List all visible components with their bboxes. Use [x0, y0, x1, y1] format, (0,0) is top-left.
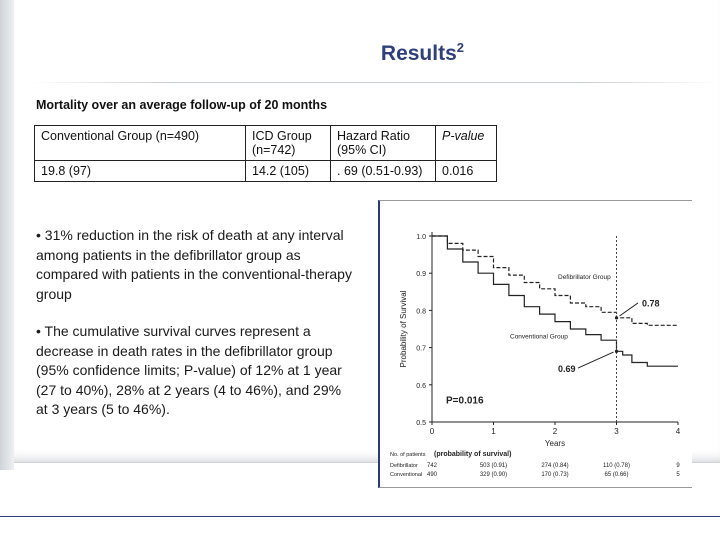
y-tick-label: 0.5	[416, 420, 426, 427]
bottom-divider	[0, 516, 720, 517]
bullet-survival-curves: • The cumulative survival curves represe…	[36, 323, 342, 417]
bullet-list: • 31% reduction in the risk of death at …	[36, 226, 356, 438]
at-risk-conv-value: 65 (0.66)	[604, 472, 628, 478]
at-risk-defib-value: 274 (0.84)	[541, 463, 568, 469]
y-tick-label: 1.0	[416, 234, 426, 241]
at-risk-defib-label: Defibrillator	[390, 463, 418, 469]
results-table: Conventional Group (n=490) ICD Group (n=…	[34, 125, 497, 182]
x-tick-label: 3	[614, 427, 619, 436]
header-conventional: Conventional Group (n=490)	[34, 125, 246, 161]
table-header-row: Conventional Group (n=490) ICD Group (n=…	[34, 125, 497, 161]
y-tick-label: 0.8	[416, 308, 426, 315]
y-tick-label: 0.6	[416, 383, 426, 390]
sidebar-shade	[0, 0, 14, 470]
y-axis-label: Probability of Survival	[399, 290, 408, 367]
x-tick-label: 4	[676, 427, 681, 436]
conv-value-label: 0.69	[558, 364, 576, 374]
conventional-curve	[432, 235, 678, 367]
x-axis-label: Years	[545, 439, 565, 448]
header-hazard-ratio: Hazard Ratio (95% CI)	[330, 125, 436, 161]
title-divider	[30, 82, 720, 83]
p-value-label: P=0.016	[446, 395, 484, 406]
header-p-value: P-value	[435, 125, 497, 161]
table-row: 19.8 (97) 14.2 (105) . 69 (0.51-0.93) 0.…	[34, 160, 497, 182]
cell-conventional: 19.8 (97)	[34, 160, 246, 182]
header-icd: ICD Group (n=742)	[245, 125, 331, 161]
figure-frame	[378, 200, 692, 488]
y-tick-label: 0.9	[416, 271, 426, 278]
at-risk-conv-label: Conventional	[390, 472, 422, 478]
slide-subtitle: Mortality over an average follow-up of 2…	[36, 98, 328, 112]
cell-icd: 14.2 (105)	[245, 160, 331, 182]
x-tick-label: 2	[553, 427, 558, 436]
at-risk-conv-value: 170 (0.73)	[541, 472, 568, 478]
y-tick-label: 0.7	[416, 346, 426, 353]
at-risk-defib-value: 503 (0.91)	[480, 463, 507, 469]
at-risk-conv-value: 5	[676, 472, 680, 478]
defib-pointer	[619, 302, 639, 317]
at-risk-defib-value: 9	[676, 463, 680, 469]
at-risk-conv-value: 490	[427, 472, 438, 478]
defibrillator-label: Defibrillator Group	[558, 274, 611, 281]
cell-p-value: 0.016	[435, 160, 497, 182]
at-risk-conv-value: 329 (0.90)	[480, 472, 507, 478]
cell-hazard-ratio: . 69 (0.51-0.93)	[330, 160, 436, 182]
conv-year3-point	[614, 349, 619, 353]
title-superscript: 2	[456, 40, 464, 55]
defibrillator-curve	[432, 235, 678, 326]
x-tick-label: 0	[430, 427, 435, 436]
bullet-reduction: • 31% reduction in the risk of death at …	[36, 227, 352, 302]
defib-year3-point	[614, 316, 619, 320]
slide-title: Results2	[380, 40, 464, 65]
at-risk-defib-value: 742	[427, 463, 438, 469]
defib-value-label: 0.78	[642, 299, 660, 309]
conv-pointer	[577, 351, 614, 369]
survival-chart: 0.5 0.6 0.7 0.8 0.9 1.0 0 1 2 3 4 Years Probability …	[390, 232, 681, 478]
at-risk-subtitle: (probability of survival)	[434, 451, 511, 458]
x-tick-label: 1	[491, 427, 496, 436]
at-risk-title: No. of patients	[390, 452, 426, 458]
at-risk-defib-value: 110 (0.78)	[603, 463, 630, 469]
conventional-label: Conventional Group	[510, 333, 568, 340]
